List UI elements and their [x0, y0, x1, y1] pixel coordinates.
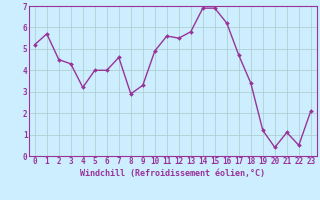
- X-axis label: Windchill (Refroidissement éolien,°C): Windchill (Refroidissement éolien,°C): [80, 169, 265, 178]
